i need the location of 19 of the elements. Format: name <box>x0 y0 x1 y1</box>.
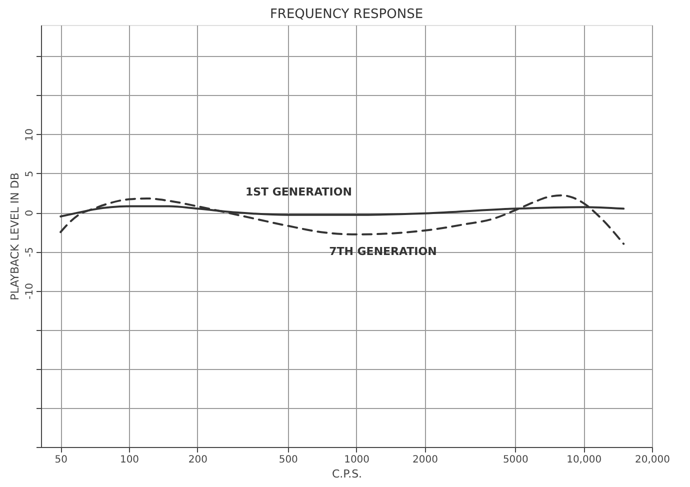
x-tick-label: 100 <box>120 454 140 466</box>
annotation: 1ST GENERATION <box>245 186 352 199</box>
y-tick-label: -5 <box>24 247 36 258</box>
x-tick-label: 5000 <box>502 454 528 466</box>
annotation: 7TH GENERATION <box>329 245 437 258</box>
y-tick-label: -10 <box>24 283 36 300</box>
y-axis-title: PLAYBACK LEVEL IN DB <box>8 172 22 300</box>
x-tick-label: 1000 <box>344 454 370 466</box>
y-tick-label: 0 <box>24 210 36 216</box>
y-tick-label: 5 <box>24 170 36 178</box>
x-tick-label: 500 <box>278 454 298 466</box>
x-tick-label: 50 <box>54 454 68 466</box>
y-tick-label: 10 <box>24 128 36 142</box>
chart-title: FREQUENCY RESPONSE <box>270 7 424 22</box>
x-axis-title: C.P.S. <box>332 468 362 480</box>
x-tick-label: 2000 <box>412 454 438 466</box>
x-tick-label: 200 <box>188 454 208 466</box>
x-tick-label: 20,000 <box>635 454 670 466</box>
x-tick-label: 10,000 <box>566 454 602 466</box>
